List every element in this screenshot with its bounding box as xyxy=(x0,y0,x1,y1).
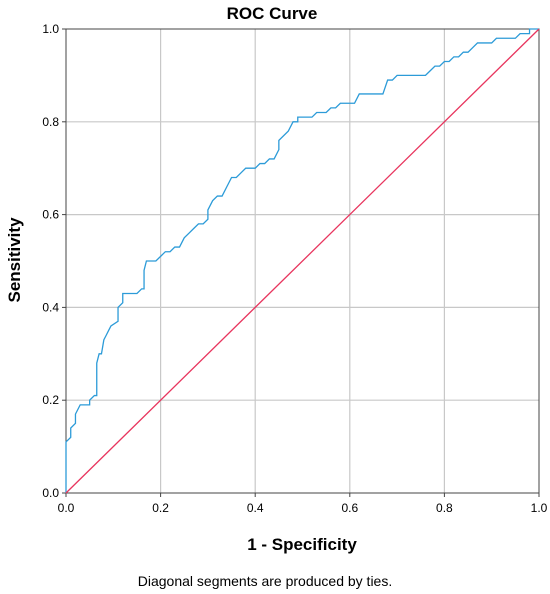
x-axis-ticks: 0.0 0.2 0.4 0.6 0.8 1.0 xyxy=(58,493,548,515)
y-tick-label: 0.2 xyxy=(42,393,59,407)
y-axis-title: Sensitivity xyxy=(5,217,24,303)
x-tick-label: 0.4 xyxy=(247,501,264,515)
x-tick-label: 0.0 xyxy=(58,501,75,515)
x-tick-label: 0.2 xyxy=(152,501,169,515)
y-tick-label: 0.0 xyxy=(42,486,59,500)
x-axis-title: 1 - Specificity xyxy=(247,535,357,554)
x-tick-label: 0.6 xyxy=(341,501,358,515)
plot-frame xyxy=(65,28,540,494)
series-layer xyxy=(65,28,540,494)
y-tick-label: 0.6 xyxy=(42,208,59,222)
chart-title: ROC Curve xyxy=(227,4,318,23)
y-tick-label: 1.0 xyxy=(42,22,59,36)
x-tick-label: 1.0 xyxy=(531,501,548,515)
chart-footnote: Diagonal segments are produced by ties. xyxy=(138,573,392,589)
y-axis-ticks: 0.0 0.2 0.4 0.6 0.8 1.0 xyxy=(42,22,66,500)
reference-diagonal-line xyxy=(65,28,540,494)
roc-curve-line xyxy=(65,28,539,493)
grid xyxy=(66,29,539,493)
y-tick-label: 0.8 xyxy=(42,115,59,129)
x-tick-label: 0.8 xyxy=(436,501,453,515)
y-tick-label: 0.4 xyxy=(42,300,59,314)
